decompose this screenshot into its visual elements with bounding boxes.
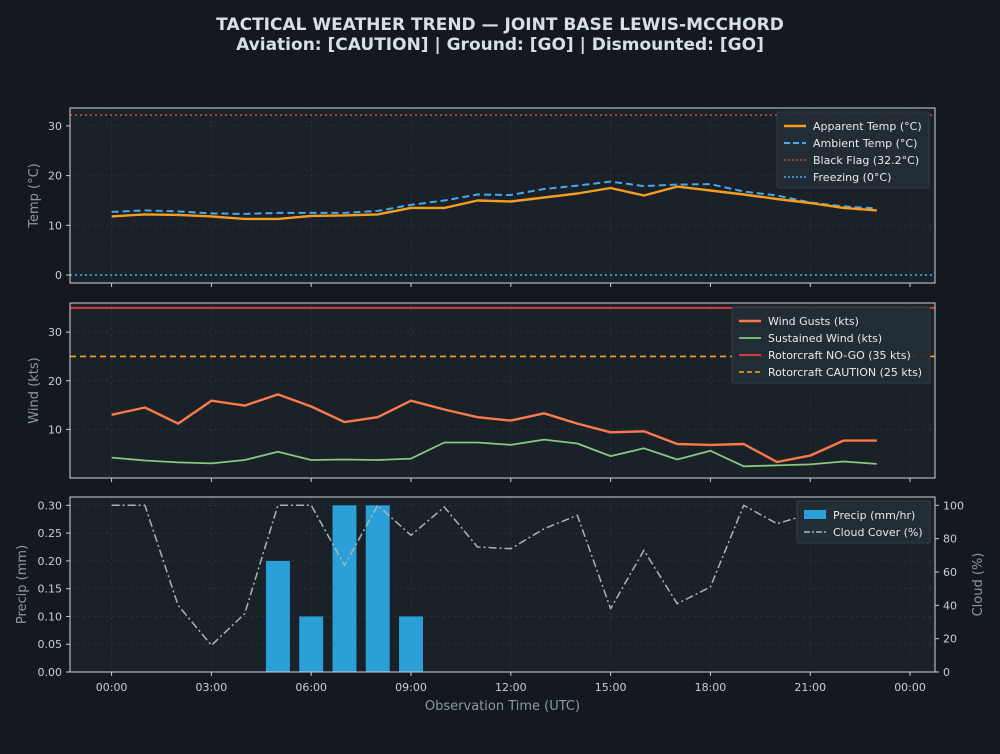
chart-title-line1: TACTICAL WEATHER TREND — JOINT BASE LEWI… [216, 15, 784, 35]
x-tick-label-5: 15:00 [595, 681, 627, 694]
panel1-ytick-label-2: 30 [48, 326, 62, 339]
wind-gusts-line [111, 393, 877, 464]
panel2-y2tick-label-0: 0 [943, 666, 950, 679]
legend-label-ambient-temp: Ambient Temp (°C) [813, 137, 917, 150]
panel2-ytick-label-4: 0.20 [38, 555, 63, 568]
panel0-frame [69, 107, 936, 284]
panel1-frame [69, 302, 936, 479]
x-tick-label-0: 00:00 [96, 681, 128, 694]
panel2-ytick-label-1: 0.05 [38, 638, 63, 651]
x-tick-label-8: 00:00 [894, 681, 926, 694]
panel2-y2tick-label-2: 40 [943, 599, 957, 612]
cloud-axis-label: Cloud (%) [971, 553, 986, 617]
cloud-cover-line [111, 504, 877, 647]
precip-bar-5 [265, 560, 290, 672]
panel2-ytick-label-6: 0.30 [38, 499, 63, 512]
legend-label-black-flag: Black Flag (32.2°C) [813, 154, 919, 167]
panel2-frame [69, 496, 936, 673]
x-tick-label-4: 12:00 [495, 681, 527, 694]
legend-swatch-precip [804, 510, 826, 519]
precip-axis-label: Precip (mm) [15, 545, 30, 624]
panel2-legend-box [796, 500, 931, 544]
panel2-y2tick-label-4: 80 [943, 533, 957, 546]
x-tick-label-2: 06:00 [295, 681, 327, 694]
panel2-ytick-label-5: 0.25 [38, 527, 63, 540]
legend-label-cloud-cover: Cloud Cover (%) [833, 526, 923, 539]
x-tick-label-6: 18:00 [695, 681, 727, 694]
legend-label-wind-gusts: Wind Gusts (kts) [768, 315, 859, 328]
panel2-y2tick-label-5: 100 [943, 499, 964, 512]
panel0-ytick-label-3: 30 [48, 120, 62, 133]
legend-label-rotorcraft-caution: Rotorcraft CAUTION (25 kts) [768, 366, 922, 379]
x-tick-label-1: 03:00 [196, 681, 228, 694]
precip-bar-8 [365, 505, 390, 672]
panel2-ytick-label-0: 0.00 [38, 666, 63, 679]
sustained-wind-line [111, 438, 877, 468]
temp-axis-label: Temp (°C) [27, 163, 42, 229]
chart-title-line2: Aviation: [CAUTION] | Ground: [GO] | Dis… [236, 35, 764, 55]
panel2-y2tick-label-3: 60 [943, 566, 957, 579]
panel0-ytick-label-2: 20 [48, 170, 62, 183]
panel0-legend-box [776, 111, 930, 189]
panel1-legend-box [731, 306, 931, 384]
precip-bar-9 [399, 616, 423, 672]
wind-axis-label: Wind (kts) [27, 357, 42, 423]
legend-label-freezing: Freezing (0°C) [813, 171, 891, 184]
panel0-ytick-label-1: 10 [48, 219, 62, 232]
legend-label-apparent-temp: Apparent Temp (°C) [813, 120, 922, 133]
legend-label-sustained-wind: Sustained Wind (kts) [768, 332, 882, 345]
panel0-ytick-label-0: 0 [55, 269, 62, 282]
panel2-ytick-label-3: 0.15 [38, 583, 63, 596]
precip-bar-6 [299, 616, 324, 672]
x-tick-label-7: 21:00 [794, 681, 826, 694]
legend-label-rotorcraft-nogo: Rotorcraft NO-GO (35 kts) [768, 349, 911, 362]
x-tick-label-3: 09:00 [395, 681, 427, 694]
apparent-temp-line [111, 185, 877, 221]
x-axis-label: Observation Time (UTC) [425, 699, 580, 714]
legend-label-precip: Precip (mm/hr) [833, 509, 915, 522]
ambient-temp-line [111, 180, 877, 215]
precip-bar-7 [332, 505, 357, 672]
panel2-y2tick-label-1: 20 [943, 633, 957, 646]
panel1-ytick-label-1: 20 [48, 375, 62, 388]
panel2-ytick-label-2: 0.10 [38, 610, 63, 623]
panel1-ytick-label-0: 10 [48, 423, 62, 436]
